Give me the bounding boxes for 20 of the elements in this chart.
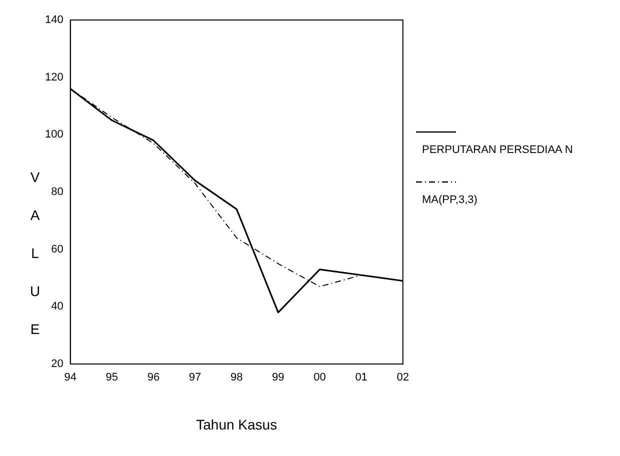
y-tick-label: 140 xyxy=(44,14,64,26)
x-tick-label: 01 xyxy=(355,372,368,384)
x-tick-label: 97 xyxy=(188,372,202,384)
text: VALUE xyxy=(30,169,40,337)
x-tick-label: 98 xyxy=(230,372,243,384)
x-tick-label: 96 xyxy=(147,372,160,384)
x-axis-title: Tahun Kasus xyxy=(196,416,278,432)
legend-label: PERPUTARAN PERSEDIAA N xyxy=(422,144,573,156)
y-tick-label: 120 xyxy=(44,71,64,84)
legend-label: MA(PP,3,3) xyxy=(422,194,478,206)
x-tick-label: 94 xyxy=(64,372,76,384)
y-tick-label: 40 xyxy=(51,300,64,313)
y-tick-label: 20 xyxy=(51,358,64,370)
x-tick-label: 02 xyxy=(396,372,410,384)
x-tick-label: 00 xyxy=(314,372,326,384)
y-tick-label: 100 xyxy=(44,128,64,141)
y-tick-label: 80 xyxy=(51,186,64,198)
y-tick-label: 60 xyxy=(51,243,64,256)
x-tick-label: 99 xyxy=(272,372,284,384)
x-tick-label: 95 xyxy=(106,372,118,384)
